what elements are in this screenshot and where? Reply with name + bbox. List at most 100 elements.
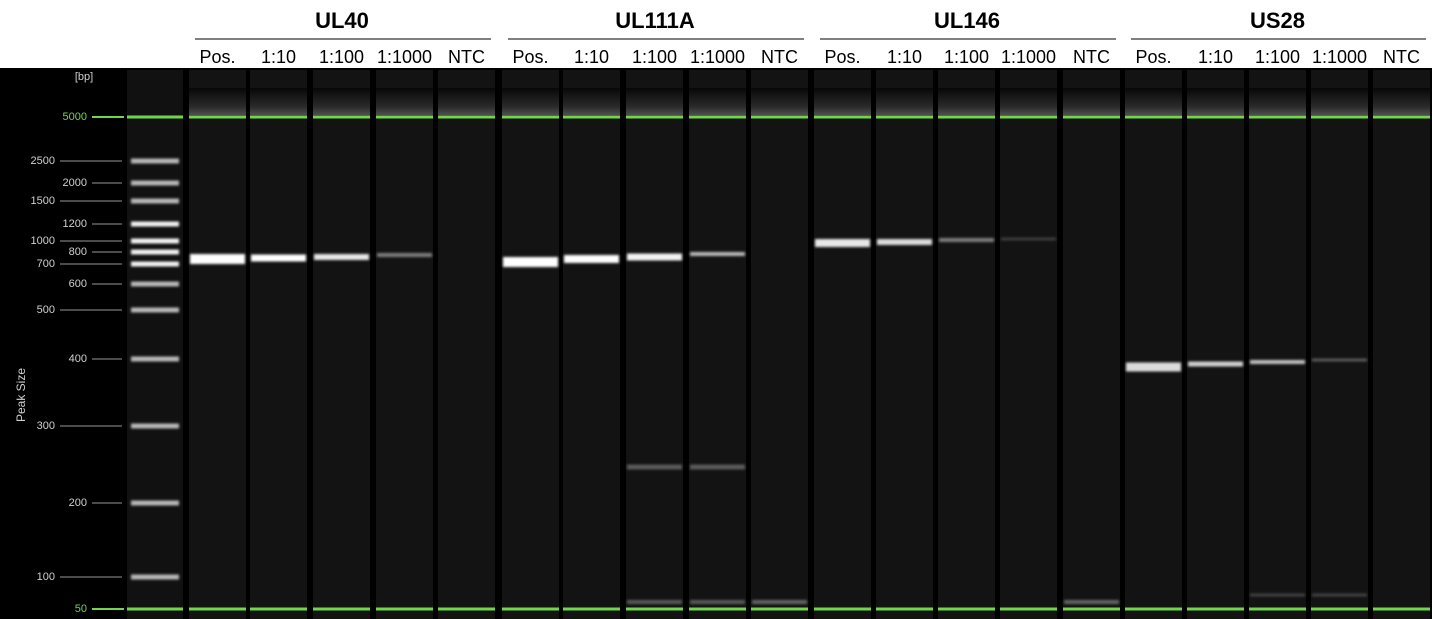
lane-label: 1:100 [1255,47,1300,67]
lane-glow [1000,88,1057,115]
marker-band [502,116,559,119]
marker-band [127,608,183,611]
lane-glow [1249,88,1306,115]
marker-band [876,608,933,611]
marker-band [1373,116,1430,119]
ladder-band [131,357,179,362]
lane-label: 1:10 [887,47,922,67]
marker-band [189,608,246,611]
tick-label: 700 [37,258,55,270]
sample-lane [1187,70,1244,619]
tick-label: 1200 [63,218,87,230]
sample-band [1188,362,1243,367]
sample-lane [1000,70,1057,619]
faint-band [690,465,745,470]
lane-glow [689,88,746,115]
lane-label: 1:1000 [1001,47,1056,67]
sample-lane [876,70,933,619]
marker-band [1125,608,1182,611]
lane-glow [376,88,433,115]
lane-glow [1311,88,1368,115]
sample-band [190,254,245,264]
lane-label: 1:100 [632,47,677,67]
tick-label: 300 [37,420,55,432]
sample-band [564,255,619,263]
ladder-band [131,239,179,244]
ladder-band [131,199,179,204]
gel-figure: [bp] Peak Size 5000250020001500120010008… [0,0,1432,619]
marker-band [1249,116,1306,119]
lane-label: 1:1000 [377,47,432,67]
marker-band [563,608,620,611]
sample-band [314,254,369,260]
lane-glow [189,88,246,115]
tick-label: 500 [37,304,55,316]
sample-lane [1373,70,1430,619]
ladder-band [131,222,179,227]
ladder-band [131,424,179,429]
sample-lane [502,70,559,619]
sample-lane [438,70,495,619]
marker-band [313,116,370,119]
marker-band [689,608,746,611]
faint-band [690,600,745,604]
ladder-band [131,181,179,186]
faint-band [752,600,807,604]
sample-band [627,254,682,261]
lane-label: 1:10 [574,47,609,67]
marker-band [376,608,433,611]
lane-glow [938,88,995,115]
faint-band [627,465,682,470]
sample-band [1312,359,1367,362]
ladder-lane [127,70,183,619]
lane-label: 1:10 [261,47,296,67]
lane-glow [1187,88,1244,115]
sample-lane [689,70,746,619]
marker-band [1373,608,1430,611]
lane-glow [1373,88,1430,115]
sample-lane [751,70,808,619]
tick-label: 200 [69,497,87,509]
marker-band [189,116,246,119]
ladder-band [131,575,179,580]
sample-lane [1249,70,1306,619]
sample-lane [626,70,683,619]
sample-band [1001,238,1056,241]
marker-band [751,608,808,611]
sample-band [877,239,932,245]
lane-label: Pos. [199,47,235,67]
sample-lane [563,70,620,619]
lane-label: NTC [1383,47,1420,67]
lane-glow [626,88,683,115]
tick-label: 2000 [63,177,87,189]
ladder-band [131,308,179,313]
marker-band [250,116,307,119]
group-title: UL111A [615,8,695,33]
faint-band [1250,594,1305,597]
lane-glow [438,88,495,115]
marker-band [376,116,433,119]
marker-band [1000,116,1057,119]
sample-band [251,255,306,262]
lane-glow [313,88,370,115]
sample-lane [189,70,246,619]
ladder-band [131,282,179,287]
marker-band [1125,116,1182,119]
group-title: US28 [1250,8,1305,33]
sample-band [815,239,870,247]
marker-band [938,608,995,611]
marker-band [1187,116,1244,119]
lane-glow [1063,88,1120,115]
lane-label: 1:100 [319,47,364,67]
ladder-band [131,250,179,255]
marker-band [1000,608,1057,611]
marker-band [1311,116,1368,119]
marker-band [751,116,808,119]
tick-label: 1500 [31,195,55,207]
axis-label: Peak Size [14,368,28,422]
marker-band [438,608,495,611]
sample-band [690,252,745,256]
lane-glow [250,88,307,115]
sample-lane [1125,70,1182,619]
marker-band [626,608,683,611]
